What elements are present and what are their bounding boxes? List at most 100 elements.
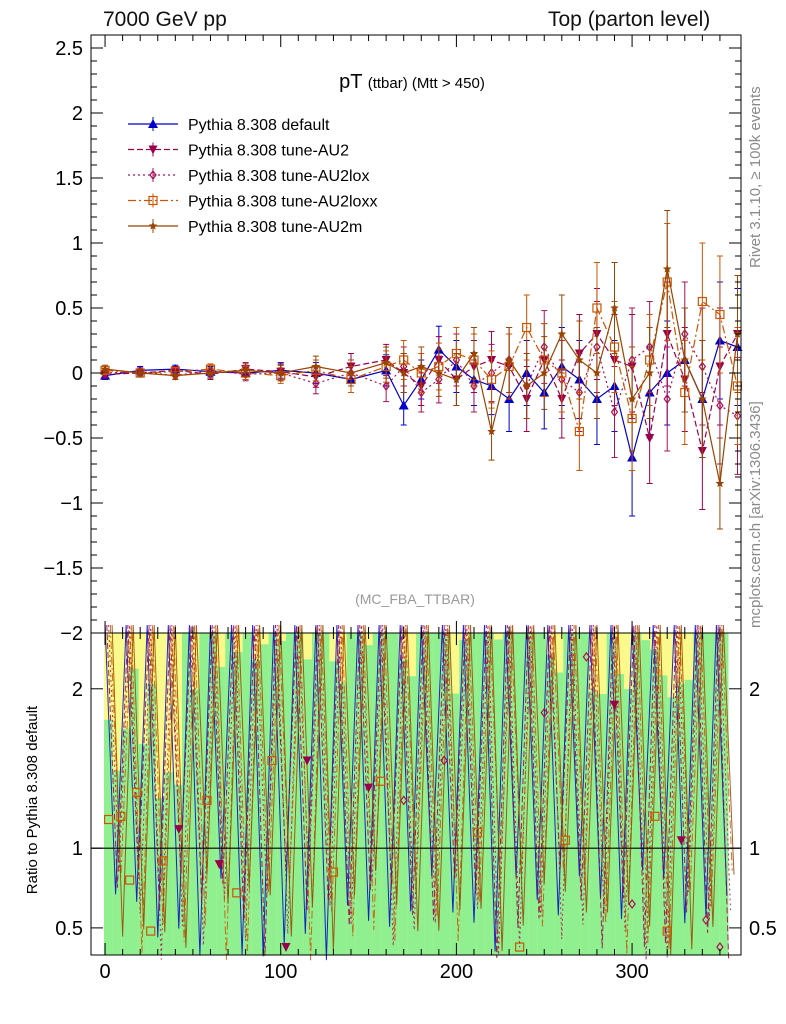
ratio-ytick-label: 1	[72, 838, 83, 860]
ratio-point	[125, 875, 135, 885]
ratio-point	[202, 795, 212, 805]
inner-band-bin	[563, 633, 573, 955]
inner-band-bin	[104, 719, 114, 955]
ytick-label: −1.5	[44, 558, 83, 580]
legend-label: Pythia 8.308 tune-AU2	[188, 143, 349, 160]
ratio-point	[116, 811, 126, 821]
data-point	[575, 355, 584, 364]
inner-band-bin	[251, 659, 261, 955]
inner-band-bin	[303, 659, 313, 955]
ratio-curve-2	[108, 624, 731, 961]
data-point	[698, 394, 707, 403]
header-right: Top (parton level)	[548, 8, 711, 31]
ratio-curve-4	[111, 624, 735, 955]
legend-marker	[149, 170, 157, 180]
legend: Pythia 8.308 default Pythia 8.308 tune-AU…	[128, 117, 377, 236]
legend-marker	[148, 221, 158, 230]
data-point	[645, 434, 655, 443]
legend-label: Pythia 8.308 default	[188, 117, 330, 134]
ratio-point	[302, 756, 312, 766]
ratio-curve-1	[106, 624, 730, 961]
inner-band-bin	[450, 693, 460, 955]
data-point	[522, 322, 532, 333]
ratio-ytick-label-right: 0.5	[749, 918, 777, 940]
legend-label: Pythia 8.308 tune-AU2loxx	[188, 194, 377, 211]
data-point	[504, 355, 514, 364]
data-point	[662, 264, 672, 273]
inner-band-bin	[398, 659, 408, 955]
inner-band-bin	[277, 641, 287, 955]
ytick-label: 1.5	[55, 168, 83, 190]
plot-title: pT (ttbar) (Mtt > 450)	[339, 71, 485, 93]
legend-label: Pythia 8.308 tune-AU2lox	[188, 168, 369, 185]
inner-band-bin	[476, 633, 486, 955]
inner-band-bin	[442, 633, 452, 955]
ratio-point	[174, 825, 184, 835]
inner-band-bin	[693, 633, 703, 955]
data-point	[645, 368, 654, 377]
inner-band-bin	[147, 684, 157, 955]
inner-band-bin	[684, 679, 694, 955]
ytick-label: −2	[60, 623, 83, 645]
inner-band-bin	[407, 676, 417, 955]
inner-band-bin	[606, 633, 616, 955]
data-point	[346, 368, 356, 377]
inner-band-bin	[511, 633, 521, 955]
ratio-point	[702, 914, 710, 925]
inner-band-bin	[338, 682, 348, 955]
ytick-label: −0.5	[44, 428, 83, 450]
data-point	[417, 362, 426, 371]
data-point	[241, 365, 250, 374]
ratio-point	[214, 860, 224, 870]
data-point	[697, 296, 707, 307]
inner-band-bin	[372, 633, 382, 955]
ratio-point	[650, 811, 660, 821]
data-point	[135, 368, 145, 377]
rivet-label: Rivet 3.1.10, ≥ 100k events	[747, 86, 764, 268]
inner-band-bin	[468, 634, 478, 955]
data-point	[557, 329, 567, 338]
inner-band-bin	[537, 633, 547, 955]
data-point	[100, 364, 110, 373]
data-point	[469, 349, 479, 358]
data-point	[627, 394, 637, 403]
axes: −2 −1.5 −1 −0.5 0 0.5 1 1.5 2 2.5 0.5 0.5 1 1 2 2 0 100 20…	[44, 34, 777, 983]
ratio-point	[328, 867, 339, 877]
inner-band-bin	[381, 633, 391, 955]
plot-title-main: pT	[339, 71, 368, 93]
inner-band-bin	[554, 672, 564, 955]
ratio-point	[515, 942, 525, 952]
main-plot-series	[100, 210, 743, 530]
inner-band-bin	[208, 633, 218, 955]
ratio-point	[610, 700, 620, 710]
data-point	[311, 362, 321, 371]
ratio-point	[103, 814, 114, 825]
inner-band-bin	[650, 649, 660, 955]
inner-band-bin	[156, 797, 166, 955]
ratio-point	[582, 651, 591, 662]
ytick-label: 0	[72, 363, 83, 385]
ratio-point	[281, 943, 291, 953]
inner-band-bin	[572, 633, 582, 955]
data-point	[610, 407, 619, 417]
legend-marker	[148, 145, 158, 155]
data-point	[470, 381, 478, 391]
ratio-point	[628, 898, 636, 909]
ratio-ytick-label: 0.5	[55, 918, 83, 940]
ratio-curve-0	[104, 624, 728, 961]
xtick-label: 0	[99, 961, 110, 983]
data-point	[715, 479, 725, 488]
ratio-point	[232, 888, 242, 898]
inner-band-bin	[355, 633, 365, 955]
inner-band-bin	[234, 652, 244, 955]
ytick-label: 2	[72, 103, 83, 125]
xtick-label: 100	[264, 961, 297, 983]
ytick-label: 1	[72, 233, 83, 255]
ytick-label: 0.5	[55, 298, 83, 320]
data-point	[434, 368, 444, 377]
ratio-point	[146, 926, 156, 936]
data-point	[381, 358, 391, 367]
ratio-curves	[91, 624, 741, 961]
inner-band-bin	[294, 633, 304, 955]
inner-band-bin	[589, 691, 599, 955]
